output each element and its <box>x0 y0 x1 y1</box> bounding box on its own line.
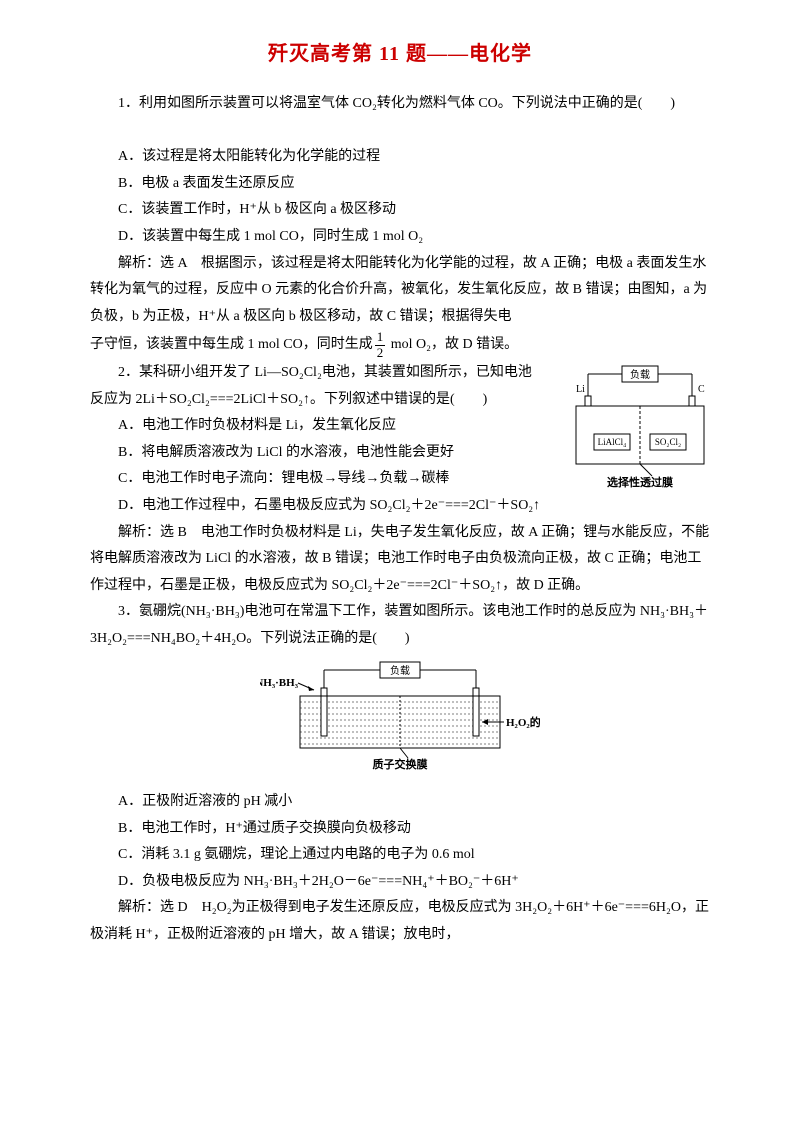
q1-exp2-pre: 子守恒，该装置中每生成 1 mol CO，同时生成 <box>90 337 373 352</box>
q3-optC: C．消耗 3.1 g 氨硼烷，理论上通过内电路的电子为 0.6 mol <box>90 842 710 869</box>
q1-stem: 1．利用如图所示装置可以将温室气体 CO₂转化为燃料气体 CO。下列说法中正确的… <box>90 91 710 118</box>
main-title: 歼灭高考第 11 题――电化学 <box>90 35 710 73</box>
q1-exp2: 子守恒，该装置中每生成 1 mol CO，同时生成12 mol O₂，故 D 错… <box>90 330 710 360</box>
fig3-load-label: 负载 <box>390 664 410 677</box>
q1-exp1: 解析：选 A 根据图示，该过程是将太阳能转化为化学能的过程，故 A 正确；电极 … <box>90 251 710 331</box>
fraction-half: 12 <box>375 330 386 360</box>
q1-exp2-post: mol O₂，故 D 错误。 <box>387 337 518 352</box>
q3-optD: D．负极电极反应为 NH₃·BH₃＋2H₂O－6e⁻===NH₄⁺＋BO₂⁻＋6… <box>90 869 710 896</box>
q3-optA: A．正极附近溶液的 pH 减小 <box>90 789 710 816</box>
q2-figure: 负载 Li C LiAlCl₄ SO₂Cl₂ 选择性透过膜 <box>570 364 710 500</box>
fig2-c-label: C <box>698 384 705 395</box>
q2-exp: 解析：选 B 电池工作时负极材料是 Li，失电子发生氧化反应，故 A 正确；锂与… <box>90 520 710 600</box>
fig2-li-label: Li <box>576 384 585 395</box>
fig2-so2cl2-label: SO₂Cl₂ <box>655 437 681 447</box>
fig2-lialcl-label: LiAlCl₄ <box>598 437 627 447</box>
q3-exp: 解析：选 D H₂O₂为正极得到电子发生还原反应，电极反应式为 3H₂O₂＋6H… <box>90 895 710 948</box>
fig3-nh3bh3-label: NH₃·BH₃ <box>260 677 299 689</box>
q1-optC: C．该装置工作时，H⁺从 b 极区向 a 极区移动 <box>90 197 710 224</box>
q3-optB: B．电池工作时，H⁺通过质子交换膜向负极移动 <box>90 816 710 843</box>
q1-optA: A．该过程是将太阳能转化为化学能的过程 <box>90 144 710 171</box>
q1-optD: D．该装置中每生成 1 mol CO，同时生成 1 mol O₂ <box>90 224 710 251</box>
fig2-membrane-label: 选择性透过膜 <box>607 475 673 489</box>
q1-optB: B．电极 a 表面发生还原反应 <box>90 171 710 198</box>
page: 歼灭高考第 11 题――电化学 1．利用如图所示装置可以将温室气体 CO₂转化为… <box>0 0 800 1132</box>
fig3-membrane-label: 质子交换膜 <box>373 757 428 770</box>
fig2-load-label: 负载 <box>630 368 650 381</box>
fig3-h2o2-label: H₂O₂的酸性溶液 <box>506 715 540 729</box>
q3-figure: 负载 NH₃·BH₃ <box>260 660 540 781</box>
q3-stem: 3．氨硼烷(NH₃·BH₃)电池可在常温下工作，装置如图所示。该电池工作时的总反… <box>90 599 710 652</box>
